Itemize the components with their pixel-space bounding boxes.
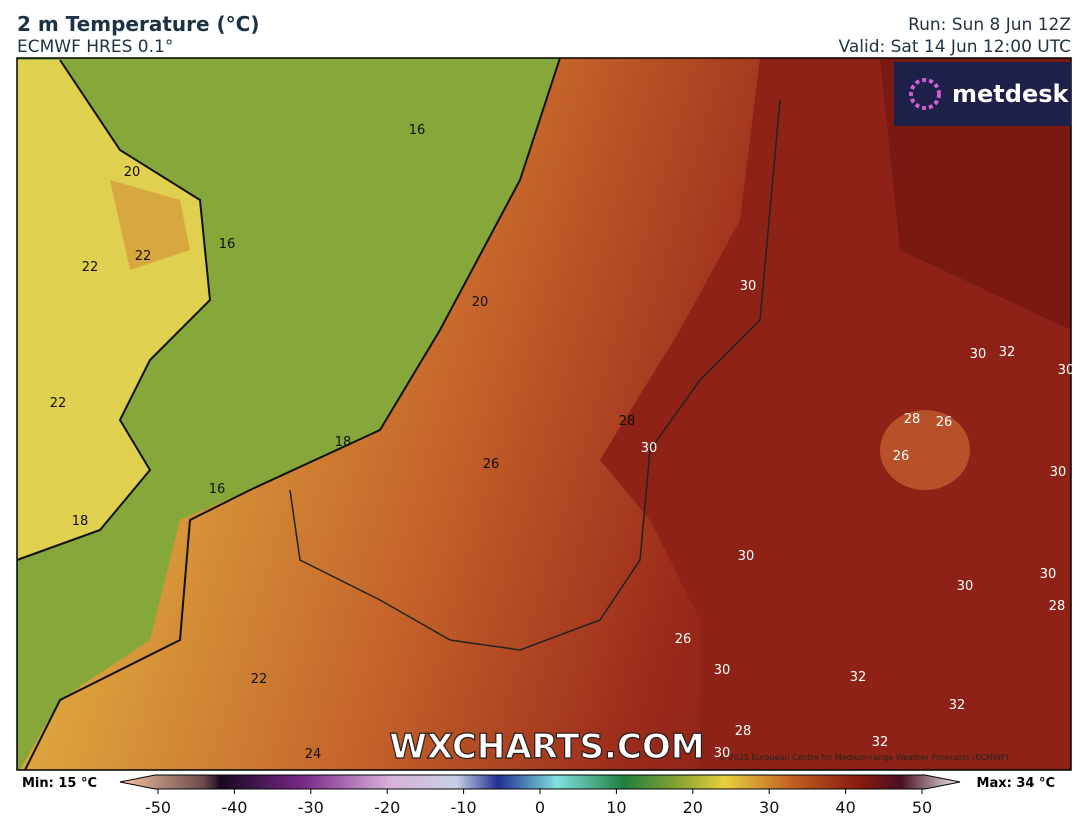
colorbar-tick-label: -50 bbox=[145, 798, 171, 817]
contour-label: 30 bbox=[641, 441, 658, 456]
max-label: Max: 34 °C bbox=[977, 776, 1055, 791]
coastline bbox=[17, 58, 561, 770]
contour-label: 30 bbox=[1040, 567, 1057, 582]
contour-label: 32 bbox=[999, 345, 1016, 360]
title: 2 m Temperature (°C) bbox=[17, 12, 260, 36]
contour-label: 30 bbox=[1050, 465, 1067, 480]
min-label: Min: 15 °C bbox=[22, 776, 97, 791]
colorbar-tick-label: -20 bbox=[374, 798, 400, 817]
colorbar bbox=[119, 774, 961, 790]
colorbar-tick-label: 50 bbox=[912, 798, 932, 817]
contour-label: 30 bbox=[970, 347, 987, 362]
colorbar-tick-label: 10 bbox=[606, 798, 626, 817]
copyright: © 2025 European Centre for Medium-range … bbox=[718, 753, 1009, 762]
contour-label: 28 bbox=[904, 412, 921, 427]
valid-time: Valid: Sat 14 Jun 12:00 UTC bbox=[838, 37, 1071, 57]
colorbar-tick-label: 0 bbox=[535, 798, 545, 817]
contour-label: 30 bbox=[957, 579, 974, 594]
warm-patch bbox=[110, 180, 190, 270]
contour-label: 18 bbox=[335, 435, 352, 450]
contour-label: 20 bbox=[124, 165, 141, 180]
contour-label: 30 bbox=[714, 663, 731, 678]
contour-label: 26 bbox=[483, 457, 500, 472]
run-time: Run: Sun 8 Jun 12Z bbox=[908, 15, 1071, 35]
contour-label: 32 bbox=[850, 670, 867, 685]
watermark: WXCHARTS.COM bbox=[389, 727, 704, 767]
contour-label: 26 bbox=[675, 632, 692, 647]
contour-label: 16 bbox=[409, 123, 426, 138]
contour-label: 18 bbox=[72, 514, 89, 529]
colorbar-tick-label: -10 bbox=[451, 798, 477, 817]
colorbar-tick-label: -30 bbox=[298, 798, 324, 817]
contour-label: 22 bbox=[135, 249, 152, 264]
colorbar-tick-label: 20 bbox=[683, 798, 703, 817]
contour-label: 22 bbox=[251, 672, 268, 687]
contour-label: 16 bbox=[219, 237, 236, 252]
contour-label: 28 bbox=[1049, 599, 1066, 614]
map-frame bbox=[16, 57, 1072, 771]
border bbox=[289, 99, 781, 651]
colorbar-tick-label: -40 bbox=[221, 798, 247, 817]
contour-label: 24 bbox=[305, 747, 322, 762]
cool-patch bbox=[880, 410, 970, 490]
england bbox=[17, 60, 210, 560]
contour-label: 32 bbox=[872, 735, 889, 750]
contour-label: 30 bbox=[1058, 363, 1075, 378]
contour-label: 26 bbox=[936, 415, 953, 430]
logo-box bbox=[894, 62, 1071, 126]
colorbar-tick-label: 40 bbox=[835, 798, 855, 817]
contour-label: 28 bbox=[735, 724, 752, 739]
contour-label: 16 bbox=[209, 482, 226, 497]
colorbar-tick-label: 30 bbox=[759, 798, 779, 817]
logo: metdesk bbox=[952, 80, 1070, 108]
contour-label: 28 bbox=[619, 414, 636, 429]
contour-label: 22 bbox=[50, 396, 67, 411]
subtitle: ECMWF HRES 0.1° bbox=[17, 37, 174, 57]
contour-label: 30 bbox=[738, 549, 755, 564]
contour-label: 22 bbox=[82, 260, 99, 275]
contour-label: 30 bbox=[714, 746, 731, 761]
contour-label: 26 bbox=[893, 449, 910, 464]
contour-label: 32 bbox=[949, 698, 966, 713]
contour-label: 20 bbox=[472, 295, 489, 310]
logo-icon bbox=[909, 78, 941, 110]
contour-label: 30 bbox=[740, 279, 757, 294]
